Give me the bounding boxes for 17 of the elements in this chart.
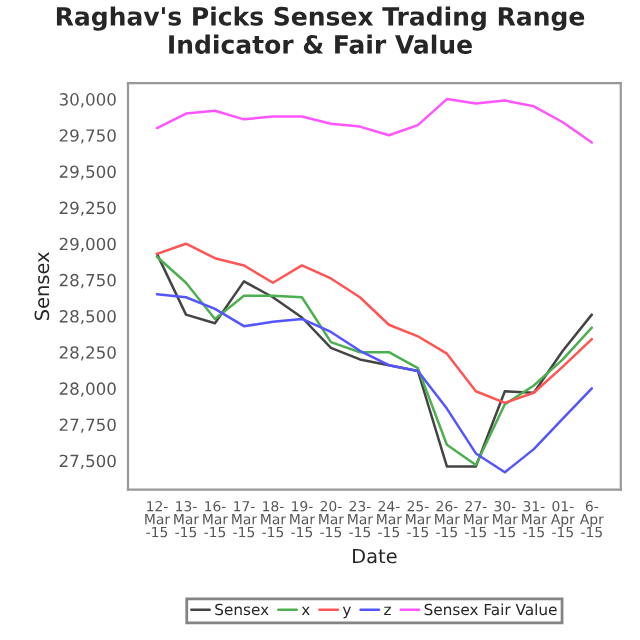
y-tick-label: 29,750 — [59, 129, 116, 144]
x-axis-title: Date — [353, 548, 397, 564]
y-tick-label: 28,500 — [59, 310, 116, 325]
y-axis-title: Sensex — [34, 252, 50, 321]
y-tick-label: 27,500 — [59, 454, 116, 469]
y-tick-label: 27,750 — [59, 418, 116, 433]
line-series — [155, 97, 594, 144]
y-tick-label: 29,000 — [59, 237, 116, 252]
y-tick-label: 30,000 — [59, 93, 116, 108]
y-tick-label: 28,000 — [59, 382, 116, 397]
line-series — [155, 242, 594, 405]
y-tick-label: 29,250 — [59, 201, 116, 216]
y-tick-label: 29,500 — [59, 165, 116, 180]
line-series — [155, 293, 594, 474]
chart-title: Raghav's Picks Sensex Trading Range Indicator & Fair Value — [56, 6, 585, 54]
y-tick-label: 28,250 — [59, 346, 116, 361]
y-tick-label: 28,750 — [59, 273, 116, 289]
